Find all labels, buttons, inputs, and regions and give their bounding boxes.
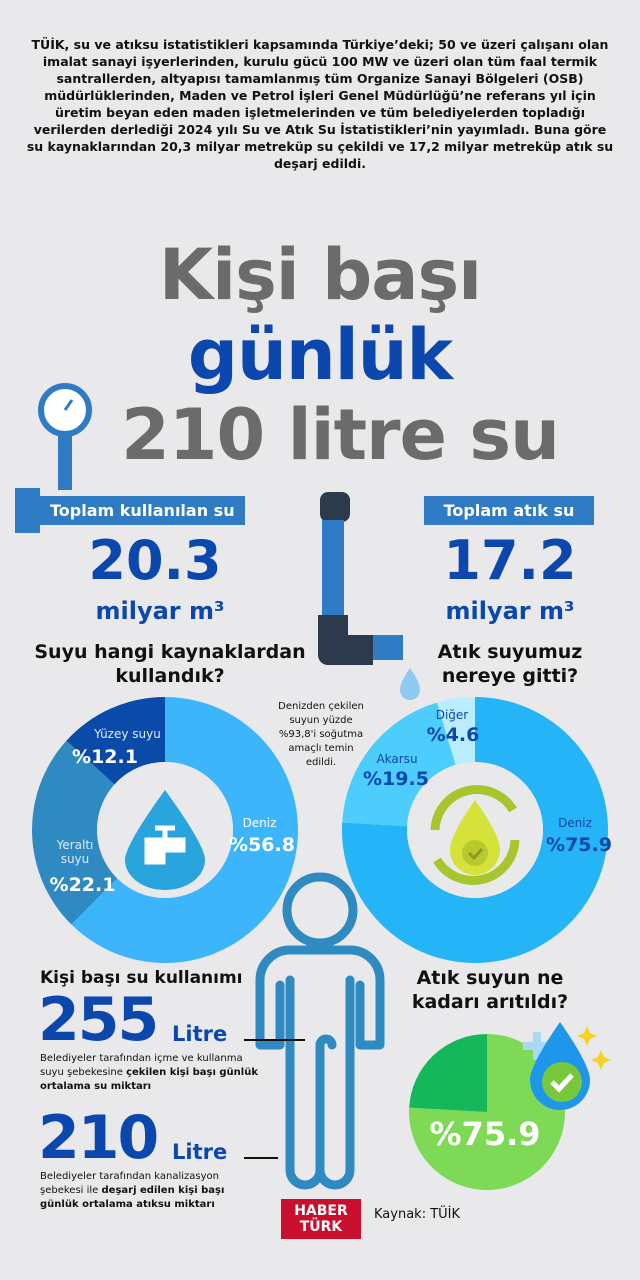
- faucet-drop-icon: [125, 790, 205, 890]
- seg-value-diger: %4.6: [426, 724, 480, 746]
- seg-label-deniz: Deniz: [242, 816, 277, 830]
- discharged-value: 210: [38, 1103, 159, 1173]
- logo-bottom: TÜRK: [299, 1219, 343, 1235]
- discharged-desc-plain: Belediyeler tarafından kanalizasyon şebe…: [40, 1171, 220, 1196]
- source-credit: Kaynak: TÜİK: [374, 1207, 461, 1222]
- slice-0: [342, 697, 608, 963]
- waste-destination-title: Atık suyumuz nereye gitti?: [437, 641, 583, 687]
- seg-label-akarsu: Akarsu: [376, 752, 418, 766]
- gauge-icon: [38, 383, 92, 490]
- slice-2: [437, 697, 475, 765]
- drawn-unit: Litre: [172, 1022, 228, 1046]
- drawn-value: 255: [38, 985, 159, 1055]
- headline-line1: Kişi başı: [158, 234, 482, 316]
- drawn-desc-plain: Belediyeler tarafından içme ve kullanma …: [40, 1053, 243, 1078]
- discharged-connector-line: [244, 1157, 278, 1159]
- seg-value-akarsu: %19.5: [363, 768, 429, 790]
- pipe-illustration: [15, 383, 420, 700]
- clean-water-check-icon: [523, 1022, 611, 1110]
- slice-2: [66, 697, 165, 785]
- slice-1: [31, 740, 118, 925]
- total-waste-label: Toplam atık su: [424, 496, 594, 525]
- headline-line3: 210 litre su: [121, 394, 560, 476]
- treated-value: %75.9: [429, 1115, 541, 1153]
- person-icon: [255, 872, 385, 1190]
- treated-pie: [409, 1034, 565, 1190]
- seg-value-yuzey: %12.1: [72, 746, 138, 768]
- seg-value-yeralti: %22.1: [49, 874, 116, 896]
- total-waste-value: 17.2: [443, 529, 577, 592]
- total-used-value: 20.3: [88, 529, 222, 592]
- treated-title: Atık suyun ne kadarı arıtıldı?: [411, 967, 569, 1013]
- sources-title: Suyu hangi kaynaklardan kullandık?: [34, 641, 306, 687]
- slice-1: [342, 702, 456, 827]
- slice-0: [71, 697, 298, 963]
- water-drop-icon: [400, 668, 420, 700]
- drawn-connector-line: [244, 1039, 305, 1041]
- discharged-desc-bold: deşarj edilen kişi başı günlük ortalama …: [40, 1185, 225, 1210]
- drawn-description: Belediyeler tarafından içme ve kullanma …: [40, 1052, 265, 1094]
- recycle-drop-icon: [430, 785, 520, 885]
- discharged-unit: Litre: [172, 1140, 228, 1164]
- logo-top: HABER: [294, 1203, 348, 1219]
- seg-label-deniz-waste: Deniz: [558, 816, 592, 830]
- slice-1: [409, 1034, 487, 1112]
- seg-value-deniz-waste: %75.9: [546, 834, 612, 856]
- seg-label-diger: Diğer: [435, 708, 469, 722]
- intro-text: TÜİK, su ve atıksu istatistikleri kapsam…: [26, 37, 614, 171]
- haberturk-logo: HABER TÜRK: [281, 1199, 361, 1239]
- seg-label-yeralti: Yeraltı suyu: [56, 838, 94, 866]
- total-used-unit: milyar m³: [95, 597, 225, 625]
- cooling-note: Denizden çekilen suyun yüzde %93,8'i soğ…: [278, 701, 364, 768]
- per-capita-title: Kişi başı su kullanımı: [40, 968, 243, 988]
- seg-value-deniz: %56.8: [229, 834, 295, 856]
- drawn-desc-bold: çekilen kişi başı günlük ortalama su mik…: [40, 1067, 258, 1092]
- headline-line2: günlük: [187, 314, 453, 396]
- seg-label-yuzey: Yüzey suyu: [94, 727, 161, 741]
- total-waste-unit: milyar m³: [445, 597, 575, 625]
- total-used-label: Toplam kullanılan su: [40, 496, 245, 525]
- discharged-description: Belediyeler tarafından kanalizasyon şebe…: [40, 1170, 265, 1212]
